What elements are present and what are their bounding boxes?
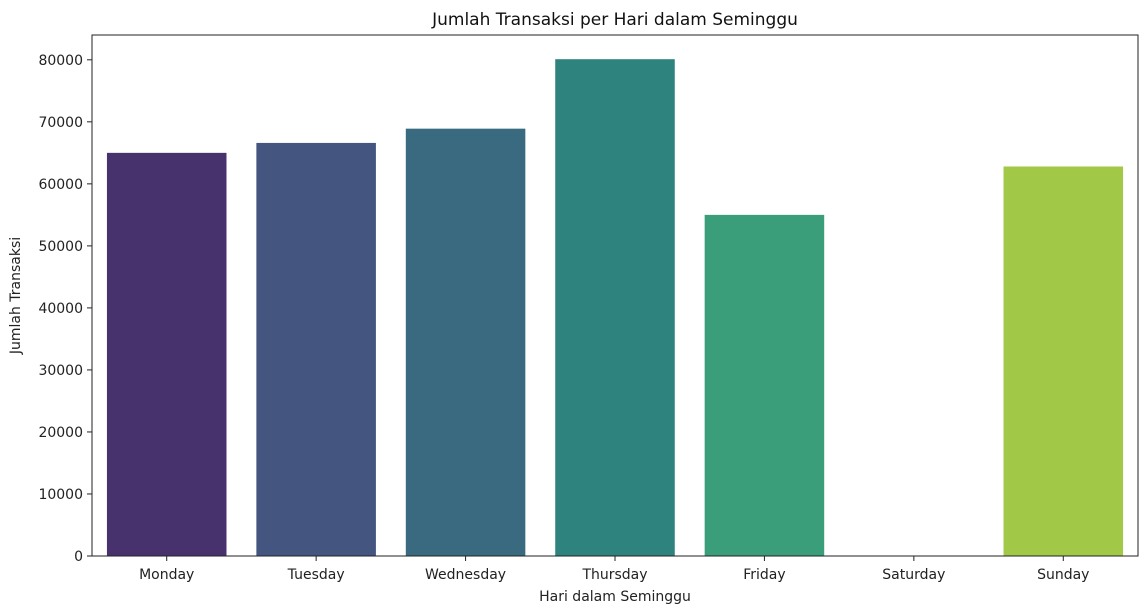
x-tick-label: Friday bbox=[743, 567, 785, 583]
y-tick-label: 30000 bbox=[38, 363, 83, 379]
y-tick-label: 20000 bbox=[38, 425, 83, 441]
y-tick-label: 60000 bbox=[38, 177, 83, 193]
x-axis-ticks: Monday Tuesday Wednesday Thursday Friday Satu… bbox=[139, 556, 1089, 583]
bar-wednesday bbox=[405, 128, 526, 556]
bar-monday bbox=[106, 152, 227, 556]
x-axis-title: Hari dalam Seminggu bbox=[539, 589, 691, 605]
y-tick-label: 10000 bbox=[38, 487, 83, 503]
y-tick-label: 0 bbox=[74, 549, 83, 565]
y-tick-label: 50000 bbox=[38, 239, 83, 255]
chart-title: Jumlah Transaksi per Hari dalam Seminggu bbox=[431, 10, 798, 30]
x-tick-label: Thursday bbox=[581, 567, 647, 583]
y-axis-title: Jumlah Transaksi bbox=[8, 237, 24, 355]
y-axis-ticks: 0 10000 20000 30000 40000 50000 60000 70000 8000… bbox=[38, 53, 92, 565]
y-tick-label: 80000 bbox=[38, 53, 83, 69]
x-tick-label: Tuesday bbox=[287, 567, 345, 583]
bars-group bbox=[106, 59, 1124, 557]
x-tick-label: Monday bbox=[139, 567, 194, 583]
plot-frame bbox=[91, 34, 1139, 557]
bar-tuesday bbox=[256, 142, 376, 556]
y-tick-label: 70000 bbox=[38, 115, 83, 131]
bar-friday bbox=[704, 214, 825, 556]
x-tick-label: Wednesday bbox=[425, 567, 506, 583]
bar-sunday bbox=[1003, 166, 1124, 556]
bar-thursday bbox=[555, 59, 675, 557]
x-tick-label: Saturday bbox=[882, 567, 945, 583]
x-tick-label: Sunday bbox=[1037, 567, 1089, 583]
y-tick-label: 40000 bbox=[38, 301, 83, 317]
